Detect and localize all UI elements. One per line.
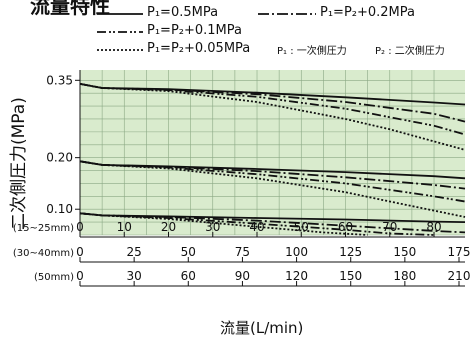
x-tick-label: 40 [249,220,264,234]
x-tick-label: 50 [294,220,309,234]
x-tick-label: 180 [393,269,416,283]
legend-item-4: P₁=P₂+0.05MPa [147,41,250,57]
y-tick-label: 0.35 [46,73,73,87]
x-tick-label: 210 [448,269,471,283]
x-tick-label: 150 [339,269,362,283]
legend-item-1: P₁=0.5MPa [147,5,218,21]
x-tick-label: 0 [76,220,84,234]
x-tick-label: 60 [181,269,196,283]
x-tick-label: 20 [161,220,176,234]
series-line-0.1-dotted [79,212,368,236]
legend-note-p2: P₂ : 二次側圧力 [375,46,445,57]
y-axis-label: 二次側圧力(MPa) [9,97,29,230]
legend-item-2: P₁=P₂+0.2MPa [320,5,415,21]
series-line-0.35-dotted [79,83,466,151]
x-tick-label: 10 [117,220,132,234]
x-tick-label: 120 [285,269,308,283]
x-tick-label: 75 [235,245,250,259]
legend-label-4: P₁=P₂+0.05MPa [147,41,251,56]
series-line-0.2-dotted [79,160,466,218]
x-tick-label: 0 [76,245,84,259]
plot-area [80,70,465,235]
series-line-0.35-dashdotdot [79,83,466,136]
legend-label-3: P₁=P₂+0.1MPa [147,23,242,38]
legend-label-1: P₁=0.5MPa [147,5,219,20]
x-tick-label: 30 [205,220,220,234]
x-tick-label: 150 [393,245,416,259]
x-tick-label: 80 [426,220,441,234]
y-tick-label: 0.10 [46,202,73,216]
x-tick-label: 50 [181,245,196,259]
y-tick-label: 0.20 [46,151,73,165]
x-tick-label: 0 [76,269,84,283]
x-tick-label: 30 [127,269,142,283]
x-axis-size-label-1: (15~25mm) [13,223,74,234]
legend-label-2: P₁=P₂+0.2MPa [320,5,415,20]
x-tick-label: 70 [382,220,397,234]
x-tick-label: 125 [339,245,362,259]
x-tick-label: 90 [235,269,250,283]
series-line-0.2-dashdotdot [79,160,466,203]
x-axis-size-label-2: (30~40mm) [13,248,74,259]
x-tick-label: 175 [448,245,471,259]
x-tick-label: 60 [338,220,353,234]
x-tick-label: 25 [127,245,142,259]
x-axis-label: 流量(L/min) [220,319,304,337]
x-axis-size-label-3: (50mm) [34,272,74,283]
x-tick-label: 100 [285,245,308,259]
chart-title-partial: 流量特性 [30,0,110,18]
legend-note-p1: P₁ : 一次側圧力 [277,46,347,57]
legend-item-3: P₁=P₂+0.1MPa [147,23,242,39]
